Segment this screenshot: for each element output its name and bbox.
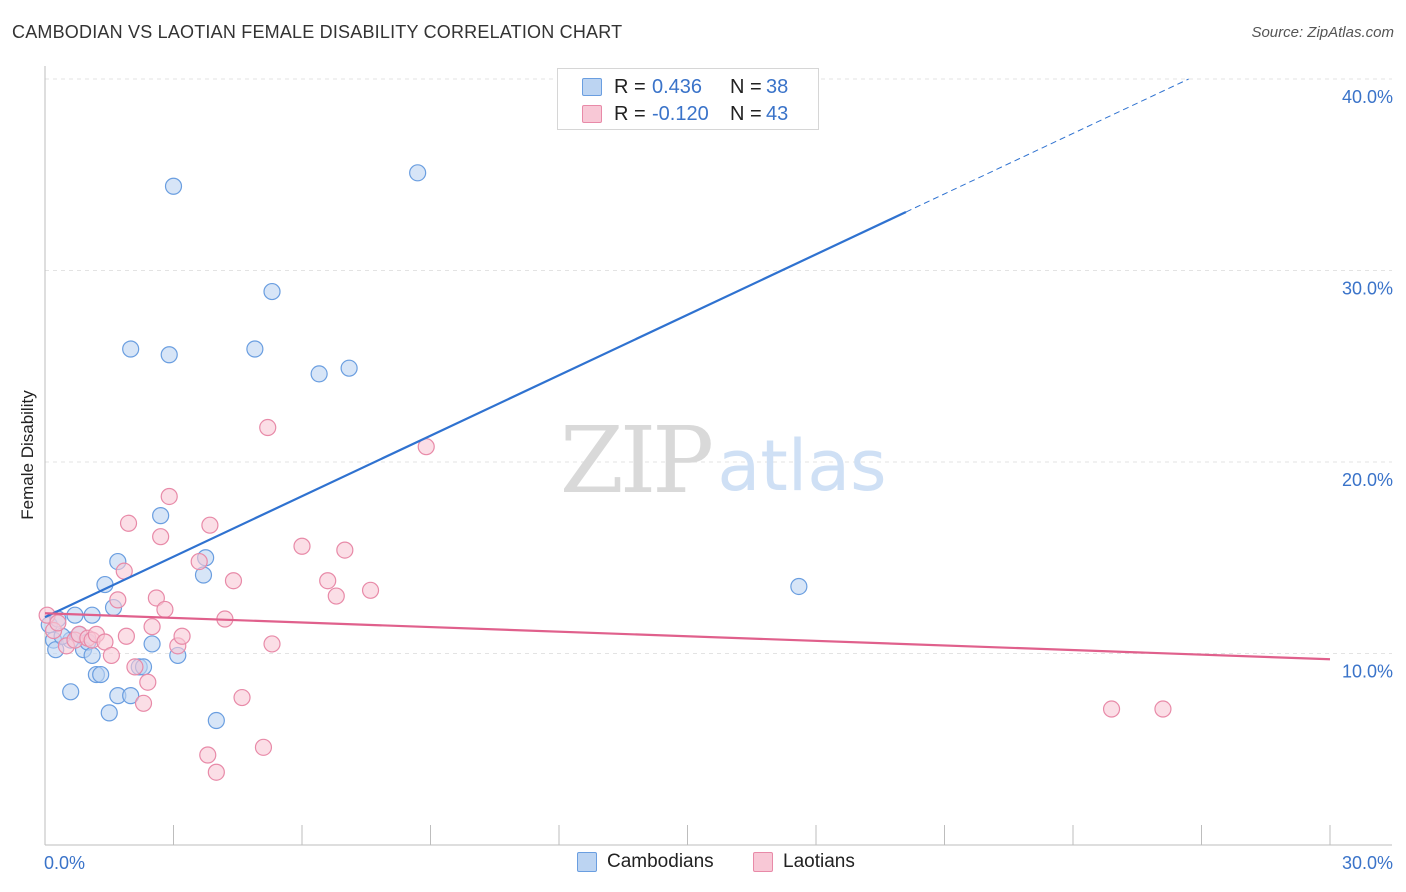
watermark-atlas: atlas: [717, 425, 886, 507]
watermark: ZIP atlas: [560, 407, 887, 514]
cambodians-swatch: [582, 78, 602, 96]
laotian-point: [361, 581, 380, 599]
stats-row-laotians: R = -0.120 N = 43: [582, 101, 788, 127]
laotian-point: [254, 738, 273, 756]
y-tick-label: 10.0%: [1342, 662, 1393, 682]
laotian-point: [224, 572, 243, 590]
cambodian-point: [340, 359, 358, 377]
cambodian-point: [122, 340, 140, 358]
laotian-point: [1102, 700, 1121, 718]
series-legend: Cambodians Laotians: [0, 851, 1406, 879]
trend-layer: [44, 78, 1331, 661]
cambodian-point: [100, 704, 118, 722]
legend-label-cambodians: Cambodians: [607, 851, 714, 872]
laotian-point: [117, 627, 135, 645]
laotian-point: [102, 646, 120, 665]
laotian-point: [233, 688, 251, 707]
axis-layer: [44, 66, 1392, 846]
n-label: N =: [730, 75, 762, 98]
n-value: 38: [766, 75, 789, 98]
points-layer: [38, 164, 1172, 781]
laotian-point: [160, 487, 178, 506]
laotian-point: [134, 694, 153, 712]
laotian-point: [152, 528, 170, 546]
cambodian-trendline-extension: [905, 78, 1189, 213]
cambodian-point: [83, 646, 101, 665]
laotian-point: [156, 600, 174, 619]
cambodian-point: [143, 635, 161, 653]
source-label: Source: ZipAtlas.com: [1251, 24, 1394, 41]
x-tick-label: 30.0%: [1342, 853, 1393, 873]
cambodian-point: [409, 164, 427, 182]
stats-row-cambodians: R = 0.436 N = 38: [582, 74, 788, 100]
laotian-point: [319, 572, 337, 590]
n-label: N =: [730, 102, 762, 125]
cambodian-point: [92, 665, 110, 684]
laotian-point: [126, 658, 144, 676]
tick-label-layer: 10.0% 20.0% 30.0% 40.0% 0.0% 30.0%: [44, 87, 1393, 873]
y-axis-label: Female Disability: [18, 390, 37, 520]
cambodian-point: [263, 282, 281, 301]
r-value: 0.436: [652, 75, 703, 98]
laotian-point: [327, 587, 345, 605]
laotian-point: [49, 614, 67, 632]
laotian-point: [1154, 700, 1172, 718]
laotian-point: [199, 746, 217, 764]
legend-item-laotians[interactable]: Laotians: [753, 851, 855, 873]
laotian-point: [263, 635, 281, 653]
watermark-zip: ZIP: [560, 407, 711, 514]
laotian-point: [143, 618, 161, 636]
laotian-point: [147, 589, 165, 607]
y-tick-label: 40.0%: [1342, 87, 1393, 107]
laotian-point: [109, 591, 127, 609]
y-tick-label: 20.0%: [1342, 470, 1393, 490]
chart-title: CAMBODIAN VS LAOTIAN FEMALE DISABILITY C…: [12, 22, 623, 42]
cambodian-point: [122, 687, 140, 705]
laotian-trendline: [44, 612, 1331, 661]
legend-label-laotians: Laotians: [783, 851, 855, 872]
legend-item-cambodians[interactable]: Cambodians: [577, 851, 714, 873]
laotian-point: [139, 673, 157, 691]
cambodian-trendline: [44, 211, 907, 619]
laotians-swatch: [582, 105, 602, 123]
cambodian-point: [62, 683, 80, 701]
n-value: 43: [766, 102, 789, 125]
cambodian-point: [96, 575, 114, 594]
cambodian-point: [790, 577, 808, 596]
cambodian-point: [207, 711, 225, 730]
laotian-point: [173, 627, 191, 645]
laotian-point: [259, 418, 277, 437]
laotian-point: [207, 763, 225, 781]
laotians-swatch: [753, 852, 773, 872]
cambodian-point: [164, 177, 183, 195]
grid-layer: [45, 78, 1392, 654]
r-label: R =: [614, 75, 646, 98]
y-tick-label: 30.0%: [1342, 279, 1393, 299]
r-value: -0.120: [652, 102, 709, 125]
cambodian-point: [246, 340, 264, 358]
laotian-point: [293, 537, 311, 555]
r-label: R =: [614, 102, 646, 125]
cambodians-swatch: [577, 852, 597, 872]
laotian-point: [119, 514, 138, 532]
laotian-point: [190, 552, 208, 571]
laotian-point: [201, 516, 219, 534]
cambodian-point: [152, 507, 170, 525]
stats-legend: R = 0.436 N = 38 R = -0.120 N = 43: [557, 68, 819, 130]
cambodian-point: [160, 346, 178, 364]
cambodian-point: [310, 365, 328, 383]
x-tick-label: 0.0%: [44, 853, 85, 873]
laotian-point: [336, 541, 354, 559]
